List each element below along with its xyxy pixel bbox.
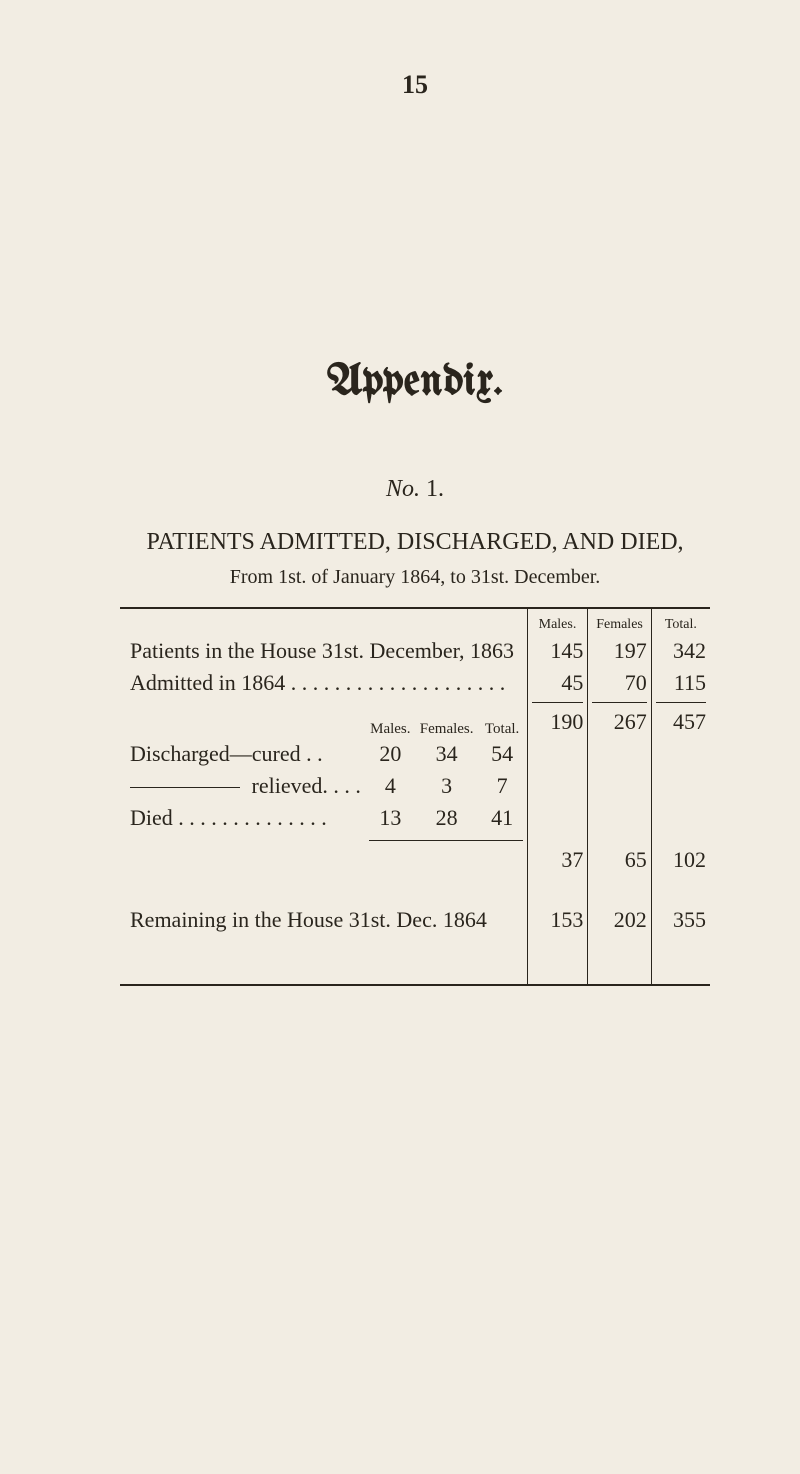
dash-rule [130, 787, 240, 788]
row-relieved: relieved. . . . 4 3 7 [120, 770, 710, 802]
rule-row-2 [120, 834, 710, 844]
total-admitted-1864: 115 [651, 667, 710, 699]
table-header-row: Males. Females Total. [120, 609, 710, 635]
no-value: 1. [426, 476, 444, 502]
col-header-females: Females [588, 609, 651, 635]
out-males: 37 [527, 844, 588, 876]
col-header-total: Total. [651, 609, 710, 635]
females-admitted-1864: 70 [588, 667, 651, 699]
relieved-total: 7 [478, 770, 528, 802]
males-in-house-1863: 145 [527, 635, 588, 667]
inner-header-females: Females. [416, 706, 478, 738]
females-in-house-1863: 197 [588, 635, 651, 667]
label-admitted-1864: Admitted in 1864 [130, 670, 285, 695]
row-in-house-1863: Patients in the House 31st. December, 18… [120, 635, 710, 667]
died-total: 41 [478, 802, 528, 834]
col-header-males: Males. [527, 609, 588, 635]
label-remaining: Remaining in the House 31st. Dec. 1864 [130, 907, 487, 932]
rule-row-1 [120, 699, 710, 706]
label-died: Died . . . . . . . . . . . . . . [130, 805, 327, 830]
spacer-row [120, 876, 710, 904]
subtotal-total: 457 [651, 706, 710, 738]
cured-total: 54 [478, 738, 528, 770]
subtotal-females: 267 [588, 706, 651, 738]
died-males: 13 [365, 802, 416, 834]
males-admitted-1864: 45 [527, 667, 588, 699]
main-table: Males. Females Total. Patients in the Ho… [120, 607, 710, 986]
cured-females: 34 [416, 738, 478, 770]
out-females: 65 [588, 844, 651, 876]
cured-males: 20 [365, 738, 416, 770]
row-subtotal-top: Males. Females. Total. 190 267 457 [120, 706, 710, 738]
remaining-males: 153 [527, 904, 588, 936]
spacer-row-3 [120, 964, 710, 984]
page: 15 Appendix. No. 1. PATIENTS ADMITTED, D… [0, 0, 800, 1474]
section-subhead: From 1st. of January 1864, to 31st. Dece… [120, 566, 710, 589]
out-total: 102 [651, 844, 710, 876]
remaining-total: 355 [651, 904, 710, 936]
subtotal-males: 190 [527, 706, 588, 738]
died-females: 28 [416, 802, 478, 834]
total-in-house-1863: 342 [651, 635, 710, 667]
relieved-males: 4 [365, 770, 416, 802]
label-discharged-cured: Discharged—cured . . [130, 741, 323, 766]
inner-header-total: Total. [478, 706, 528, 738]
appendix-title: Appendix. [120, 360, 710, 406]
row-died: Died . . . . . . . . . . . . . . 13 28 4… [120, 802, 710, 834]
row-remaining: Remaining in the House 31st. Dec. 1864 1… [120, 904, 710, 936]
label-in-house-1863: Patients in the House 31st. December, 18… [130, 638, 514, 663]
no-line: No. 1. [120, 476, 710, 503]
row-discharged-cured: Discharged—cured . . 20 34 54 [120, 738, 710, 770]
remaining-females: 202 [588, 904, 651, 936]
dots-admitted: . . . . . . . . . . . . . . . . . . . . [285, 670, 505, 695]
label-relieved: relieved. . . . [246, 773, 361, 798]
relieved-females: 3 [416, 770, 478, 802]
inner-header-males: Males. [365, 706, 416, 738]
row-admitted-1864: Admitted in 1864 . . . . . . . . . . . .… [120, 667, 710, 699]
section-heading: PATIENTS ADMITTED, DISCHARGED, AND DIED, [120, 529, 710, 556]
spacer-row-2 [120, 936, 710, 964]
no-label: No. [386, 476, 420, 502]
row-subtotal-out: 37 65 102 [120, 844, 710, 876]
page-number: 15 [120, 70, 710, 100]
